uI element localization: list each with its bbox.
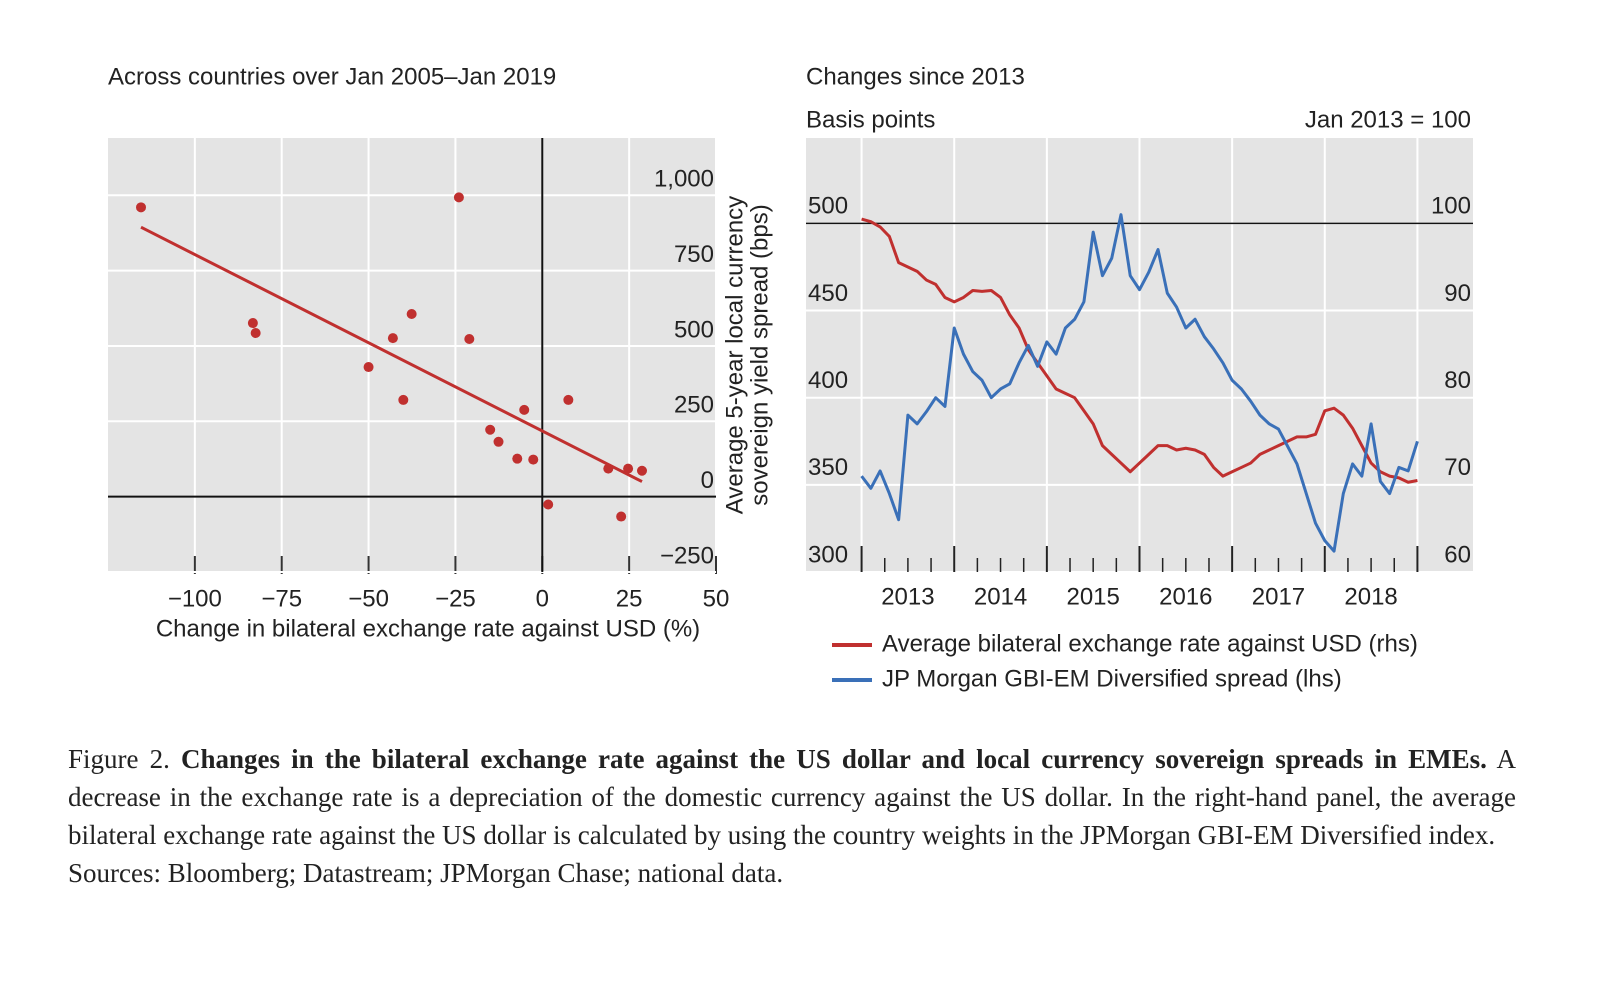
scatter-point (623, 463, 634, 474)
scatter-point (563, 394, 574, 405)
x-tick-label: 2018 (1344, 583, 1397, 610)
scatter-point (528, 454, 539, 465)
y-axis-label: Average 5-year local currency (721, 196, 748, 514)
y-tick-label: 750 (674, 241, 714, 268)
scatter-point (363, 362, 374, 373)
trend-line (140, 225, 643, 483)
legend-label: JP Morgan GBI-EM Diversified spread (lhs… (882, 665, 1342, 692)
y-tick-label: 250 (674, 392, 714, 419)
y2-tick-label: 60 (1444, 541, 1471, 568)
y-axis-label: Basis points (806, 106, 935, 133)
figure: Across countries over Jan 2005–Jan 2019 −… (108, 63, 1473, 692)
y-tick-label: 450 (808, 280, 848, 307)
plot-area (108, 138, 716, 572)
chart-title: Across countries over Jan 2005–Jan 2019 (108, 63, 556, 90)
scatter-point (493, 436, 504, 447)
x-tick-label: 50 (703, 585, 730, 612)
legend-label: Average bilateral exchange rate against … (882, 630, 1418, 657)
scatter-point (136, 202, 147, 213)
series-line (860, 213, 1419, 553)
caption-label: Figure 2. (68, 744, 170, 774)
series-line (861, 217, 1418, 484)
x-tick-label: −75 (261, 585, 302, 612)
y-tick-label: 350 (808, 454, 848, 481)
y2-axis-label: Jan 2013 = 100 (1305, 106, 1471, 133)
x-tick-label: 2017 (1252, 583, 1305, 610)
scatter-point (406, 309, 417, 320)
x-tick-label: 2015 (1066, 583, 1119, 610)
y2-tick-label: 100 (1431, 193, 1471, 220)
caption-text: A decrease in the exchange rate is a dep… (68, 744, 1517, 850)
x-tick-label: 2013 (881, 583, 934, 610)
y-axis-label: sovereign yield spread (bps) (746, 204, 773, 506)
scatter-point (543, 499, 554, 510)
scatter-point (398, 394, 409, 405)
x-tick-label: −25 (435, 585, 476, 612)
y-tick-label: 400 (808, 367, 848, 394)
scatter-point (387, 333, 398, 344)
x-tick-label: 0 (536, 585, 549, 612)
y-tick-label: −250 (660, 542, 714, 569)
y-tick-label: 0 (701, 467, 714, 494)
y2-tick-label: 70 (1444, 454, 1471, 481)
x-tick-label: −100 (168, 585, 222, 612)
x-axis-label: Change in bilateral exchange rate agains… (156, 615, 700, 642)
scatter-point (250, 327, 261, 338)
caption-title: Changes in the bilateral exchange rate a… (180, 744, 1487, 774)
scatter-point (636, 465, 647, 476)
x-tick-label: 25 (616, 585, 643, 612)
scatter-point (512, 453, 523, 464)
chart-title: Changes since 2013 (806, 63, 1025, 90)
x-tick-label: 2014 (974, 583, 1027, 610)
scatter-point (603, 463, 614, 474)
x-tick-label: 2016 (1159, 583, 1212, 610)
x-tick-label: −50 (348, 585, 389, 612)
y2-tick-label: 90 (1444, 280, 1471, 307)
y2-tick-label: 80 (1444, 367, 1471, 394)
scatter-point (464, 334, 475, 345)
scatter-point (453, 192, 464, 203)
y-tick-label: 500 (674, 316, 714, 343)
y-tick-label: 500 (808, 193, 848, 220)
scatter-point (616, 511, 627, 522)
caption-sources: Sources: Bloomberg; Datastream; JPMorgan… (68, 858, 784, 888)
scatter-point (485, 424, 496, 435)
y-tick-label: 1,000 (654, 166, 714, 193)
caption: Figure 2. Changes in the bilateral excha… (68, 740, 1516, 892)
scatter-point (519, 404, 530, 415)
scatter-point (247, 318, 258, 329)
y-tick-label: 300 (808, 541, 848, 568)
